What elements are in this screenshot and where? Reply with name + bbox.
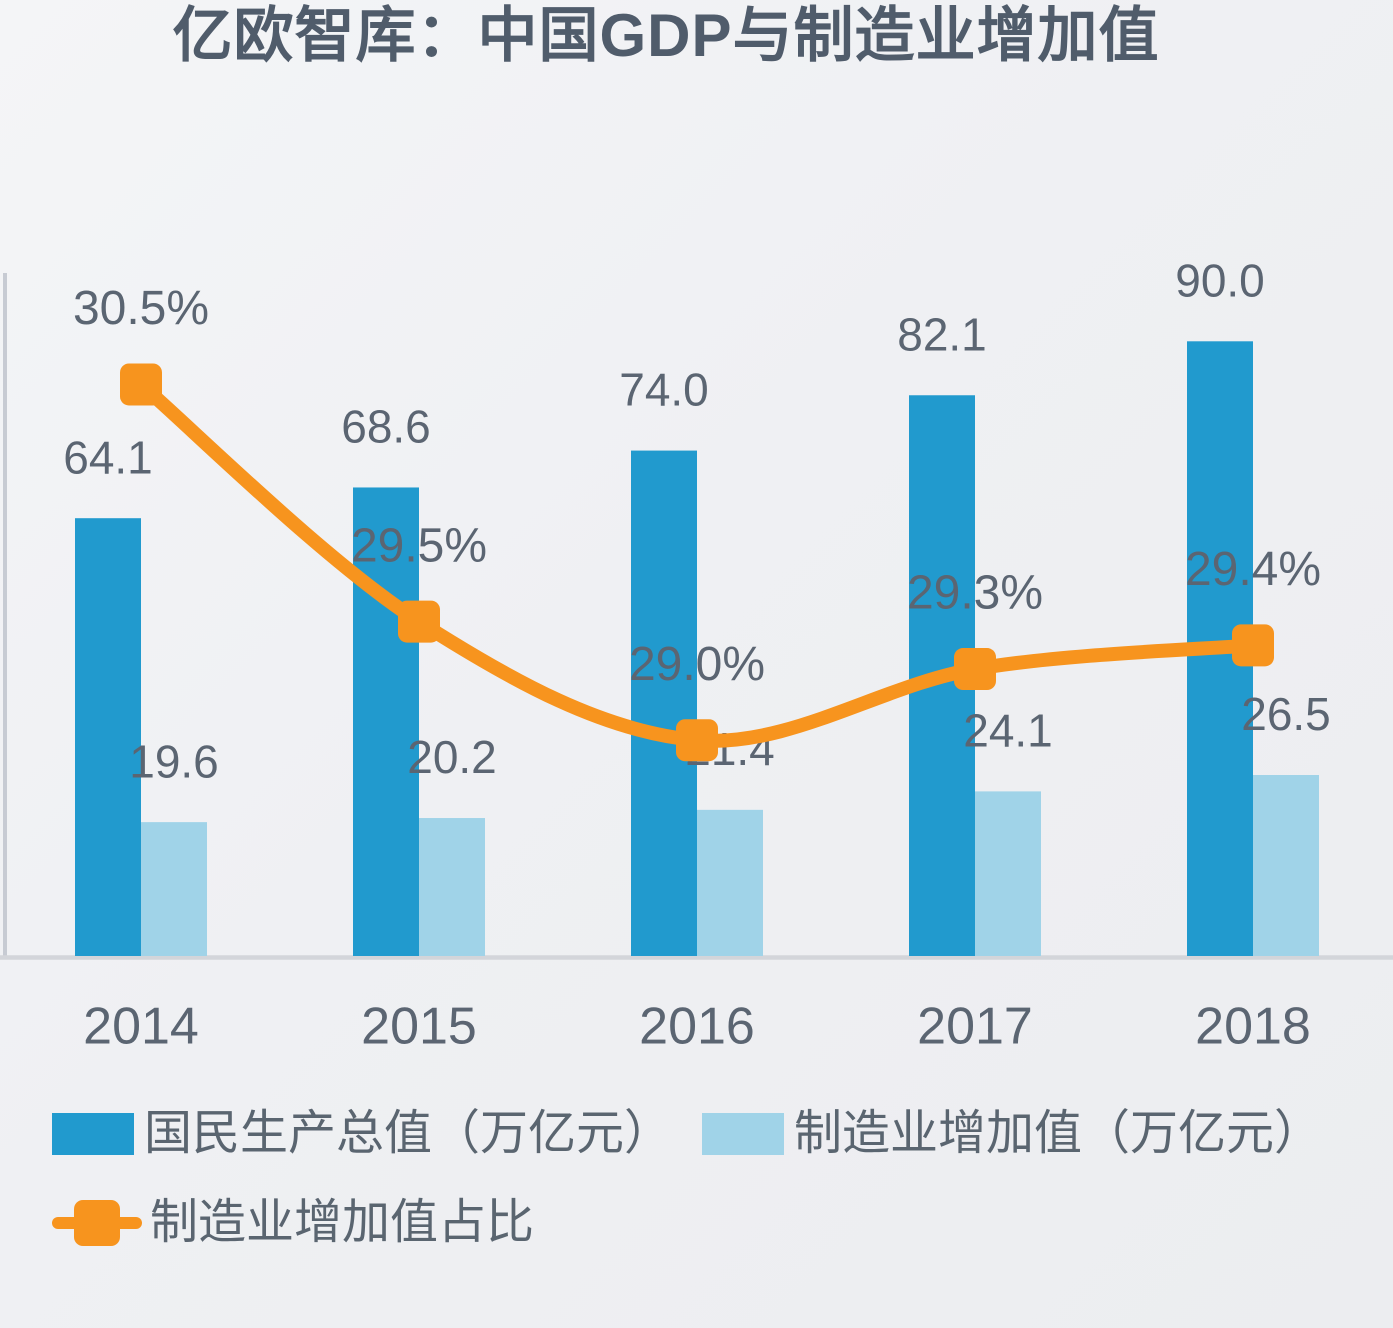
bar-manufacturing-2018 bbox=[1253, 775, 1319, 956]
bar-label-manufacturing-2018: 26.5 bbox=[1241, 688, 1331, 740]
line-marker-2014 bbox=[120, 363, 162, 406]
bar-manufacturing-2015 bbox=[419, 818, 485, 956]
line-marker-2017 bbox=[954, 648, 996, 691]
bar-label-gdp-2018: 90.0 bbox=[1175, 254, 1265, 306]
legend-label-gdp: 国民生产总值（万亿元） bbox=[144, 1107, 673, 1160]
bar-gdp-2014 bbox=[75, 518, 141, 956]
legend-row-line: 制造业增加值占比 bbox=[52, 1189, 1322, 1256]
chart-title: 亿欧智库：中国GDP与制造业增加值 bbox=[172, 2, 1160, 69]
bar-label-gdp-2017: 82.1 bbox=[897, 308, 987, 360]
x-axis-label-2016: 2016 bbox=[639, 998, 755, 1056]
legend-item-gdp: 国民生产总值（万亿元） bbox=[52, 1100, 672, 1167]
legend-swatch-gdp bbox=[52, 1112, 134, 1155]
ratio-label-2017: 29.3% bbox=[907, 567, 1043, 620]
x-axis-label-2018: 2018 bbox=[1195, 998, 1311, 1056]
legend-line-marker-icon bbox=[52, 1199, 142, 1246]
bar-manufacturing-2017 bbox=[975, 791, 1041, 956]
bar-label-manufacturing-2015: 20.2 bbox=[407, 731, 497, 783]
bar-gdp-2015 bbox=[353, 487, 419, 956]
bar-gdp-2016 bbox=[631, 450, 697, 956]
ratio-label-2014: 30.5% bbox=[73, 282, 209, 335]
legend-item-ratio: 制造业增加值占比 bbox=[52, 1189, 534, 1256]
x-axis-label-2017: 2017 bbox=[917, 998, 1033, 1056]
line-marker-2018 bbox=[1232, 624, 1274, 667]
bar-label-gdp-2014: 64.1 bbox=[63, 431, 153, 483]
legend-row-bars: 国民生产总值（万亿元） 制造业增加值（万亿元） bbox=[52, 1100, 1322, 1167]
bar-label-gdp-2016: 74.0 bbox=[619, 364, 709, 416]
legend-label-manufacturing: 制造业增加值（万亿元） bbox=[794, 1107, 1323, 1160]
bar-label-gdp-2015: 68.6 bbox=[341, 401, 431, 453]
ratio-label-2018: 29.4% bbox=[1185, 543, 1321, 596]
bar-manufacturing-2016 bbox=[697, 809, 763, 956]
ratio-label-2015: 29.5% bbox=[351, 519, 487, 572]
bar-label-manufacturing-2017: 24.1 bbox=[963, 705, 1053, 757]
legend-item-manufacturing: 制造业增加值（万亿元） bbox=[702, 1100, 1322, 1167]
legend-swatch-manufacturing bbox=[702, 1112, 785, 1155]
x-axis-label-2015: 2015 bbox=[361, 998, 477, 1056]
ratio-label-2016: 29.0% bbox=[629, 638, 765, 691]
bar-label-manufacturing-2014: 19.6 bbox=[129, 735, 219, 787]
legend: 国民生产总值（万亿元） 制造业增加值（万亿元） 制造业增加值占比 bbox=[52, 1100, 1322, 1256]
x-axis-label-2014: 2014 bbox=[83, 998, 199, 1056]
line-marker-2016 bbox=[676, 719, 718, 762]
legend-label-ratio: 制造业增加值占比 bbox=[150, 1196, 535, 1249]
line-marker-2015 bbox=[398, 600, 440, 643]
bar-manufacturing-2014 bbox=[141, 822, 207, 956]
title-bar: 亿欧智库：中国GDP与制造业增加值 bbox=[0, 4, 1332, 67]
